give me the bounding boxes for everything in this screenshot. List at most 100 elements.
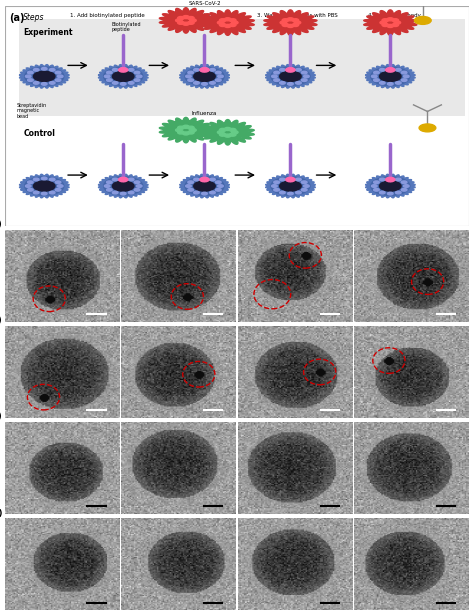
Circle shape <box>41 83 47 85</box>
Circle shape <box>219 133 226 136</box>
Circle shape <box>380 178 385 181</box>
Circle shape <box>392 18 399 22</box>
Circle shape <box>107 188 112 191</box>
Circle shape <box>188 131 194 134</box>
Circle shape <box>27 71 33 74</box>
Circle shape <box>112 191 118 194</box>
Circle shape <box>403 75 409 78</box>
Circle shape <box>216 181 221 184</box>
Circle shape <box>225 134 231 137</box>
Circle shape <box>112 178 118 181</box>
Circle shape <box>202 192 207 195</box>
Polygon shape <box>365 65 415 88</box>
Circle shape <box>395 68 401 71</box>
Circle shape <box>188 21 194 24</box>
Circle shape <box>202 68 207 70</box>
Circle shape <box>137 185 142 187</box>
Circle shape <box>200 68 209 72</box>
Text: Influenza: Influenza <box>192 111 217 116</box>
Circle shape <box>128 81 134 84</box>
Polygon shape <box>265 174 315 198</box>
Circle shape <box>282 18 289 22</box>
Circle shape <box>34 178 39 181</box>
Circle shape <box>395 191 401 194</box>
Circle shape <box>27 79 33 81</box>
Polygon shape <box>365 174 415 198</box>
Text: (c): (c) <box>0 317 2 325</box>
Circle shape <box>288 192 293 195</box>
Circle shape <box>272 75 277 78</box>
Circle shape <box>288 83 293 85</box>
Text: (a): (a) <box>9 13 25 23</box>
Circle shape <box>219 18 226 22</box>
Circle shape <box>185 177 224 195</box>
Polygon shape <box>19 174 69 198</box>
Circle shape <box>134 181 140 184</box>
Text: (d): (d) <box>0 413 2 421</box>
Circle shape <box>182 15 189 18</box>
Circle shape <box>128 68 134 71</box>
Circle shape <box>387 25 393 28</box>
Circle shape <box>274 181 279 184</box>
Polygon shape <box>159 118 212 143</box>
Circle shape <box>274 71 279 74</box>
Circle shape <box>280 181 301 191</box>
Circle shape <box>186 185 191 187</box>
Circle shape <box>25 67 64 86</box>
Polygon shape <box>265 65 315 88</box>
Circle shape <box>178 21 184 24</box>
Circle shape <box>137 75 142 78</box>
Circle shape <box>210 68 215 71</box>
Circle shape <box>194 71 215 81</box>
Circle shape <box>419 124 436 132</box>
Circle shape <box>414 17 431 25</box>
Circle shape <box>34 71 55 81</box>
Circle shape <box>286 177 295 182</box>
Circle shape <box>182 132 189 135</box>
Polygon shape <box>201 10 254 35</box>
Circle shape <box>304 185 309 187</box>
Circle shape <box>178 17 184 20</box>
Circle shape <box>188 126 194 129</box>
Circle shape <box>55 71 61 74</box>
Polygon shape <box>264 10 317 35</box>
Circle shape <box>229 128 236 131</box>
Circle shape <box>128 191 134 194</box>
Circle shape <box>128 178 134 181</box>
Text: (e): (e) <box>0 509 2 517</box>
Circle shape <box>292 23 299 26</box>
Circle shape <box>194 191 199 194</box>
Text: 3. Wash three times with PBS: 3. Wash three times with PBS <box>257 13 338 18</box>
Circle shape <box>104 67 143 86</box>
Circle shape <box>280 81 285 84</box>
Circle shape <box>188 17 194 20</box>
Circle shape <box>218 21 224 24</box>
Circle shape <box>200 177 209 182</box>
Circle shape <box>210 191 215 194</box>
Circle shape <box>55 181 61 184</box>
Circle shape <box>112 68 118 71</box>
Text: 4. Add Au-antibody: 4. Add Au-antibody <box>368 13 421 18</box>
Circle shape <box>55 79 61 81</box>
Circle shape <box>231 21 238 24</box>
Circle shape <box>118 68 128 72</box>
Polygon shape <box>180 174 229 198</box>
Circle shape <box>104 185 110 187</box>
Circle shape <box>26 75 31 78</box>
Circle shape <box>112 71 134 81</box>
Circle shape <box>190 129 196 132</box>
Circle shape <box>120 83 126 85</box>
Text: 2. Add virus: 2. Add virus <box>188 13 221 18</box>
Circle shape <box>388 83 393 85</box>
Circle shape <box>134 79 140 81</box>
Circle shape <box>41 192 47 195</box>
Circle shape <box>210 178 215 181</box>
Circle shape <box>392 23 399 26</box>
Circle shape <box>225 128 231 131</box>
Circle shape <box>186 75 191 78</box>
FancyBboxPatch shape <box>18 19 465 116</box>
Circle shape <box>112 81 118 84</box>
Circle shape <box>388 192 393 195</box>
Circle shape <box>382 18 389 22</box>
Circle shape <box>134 188 140 191</box>
